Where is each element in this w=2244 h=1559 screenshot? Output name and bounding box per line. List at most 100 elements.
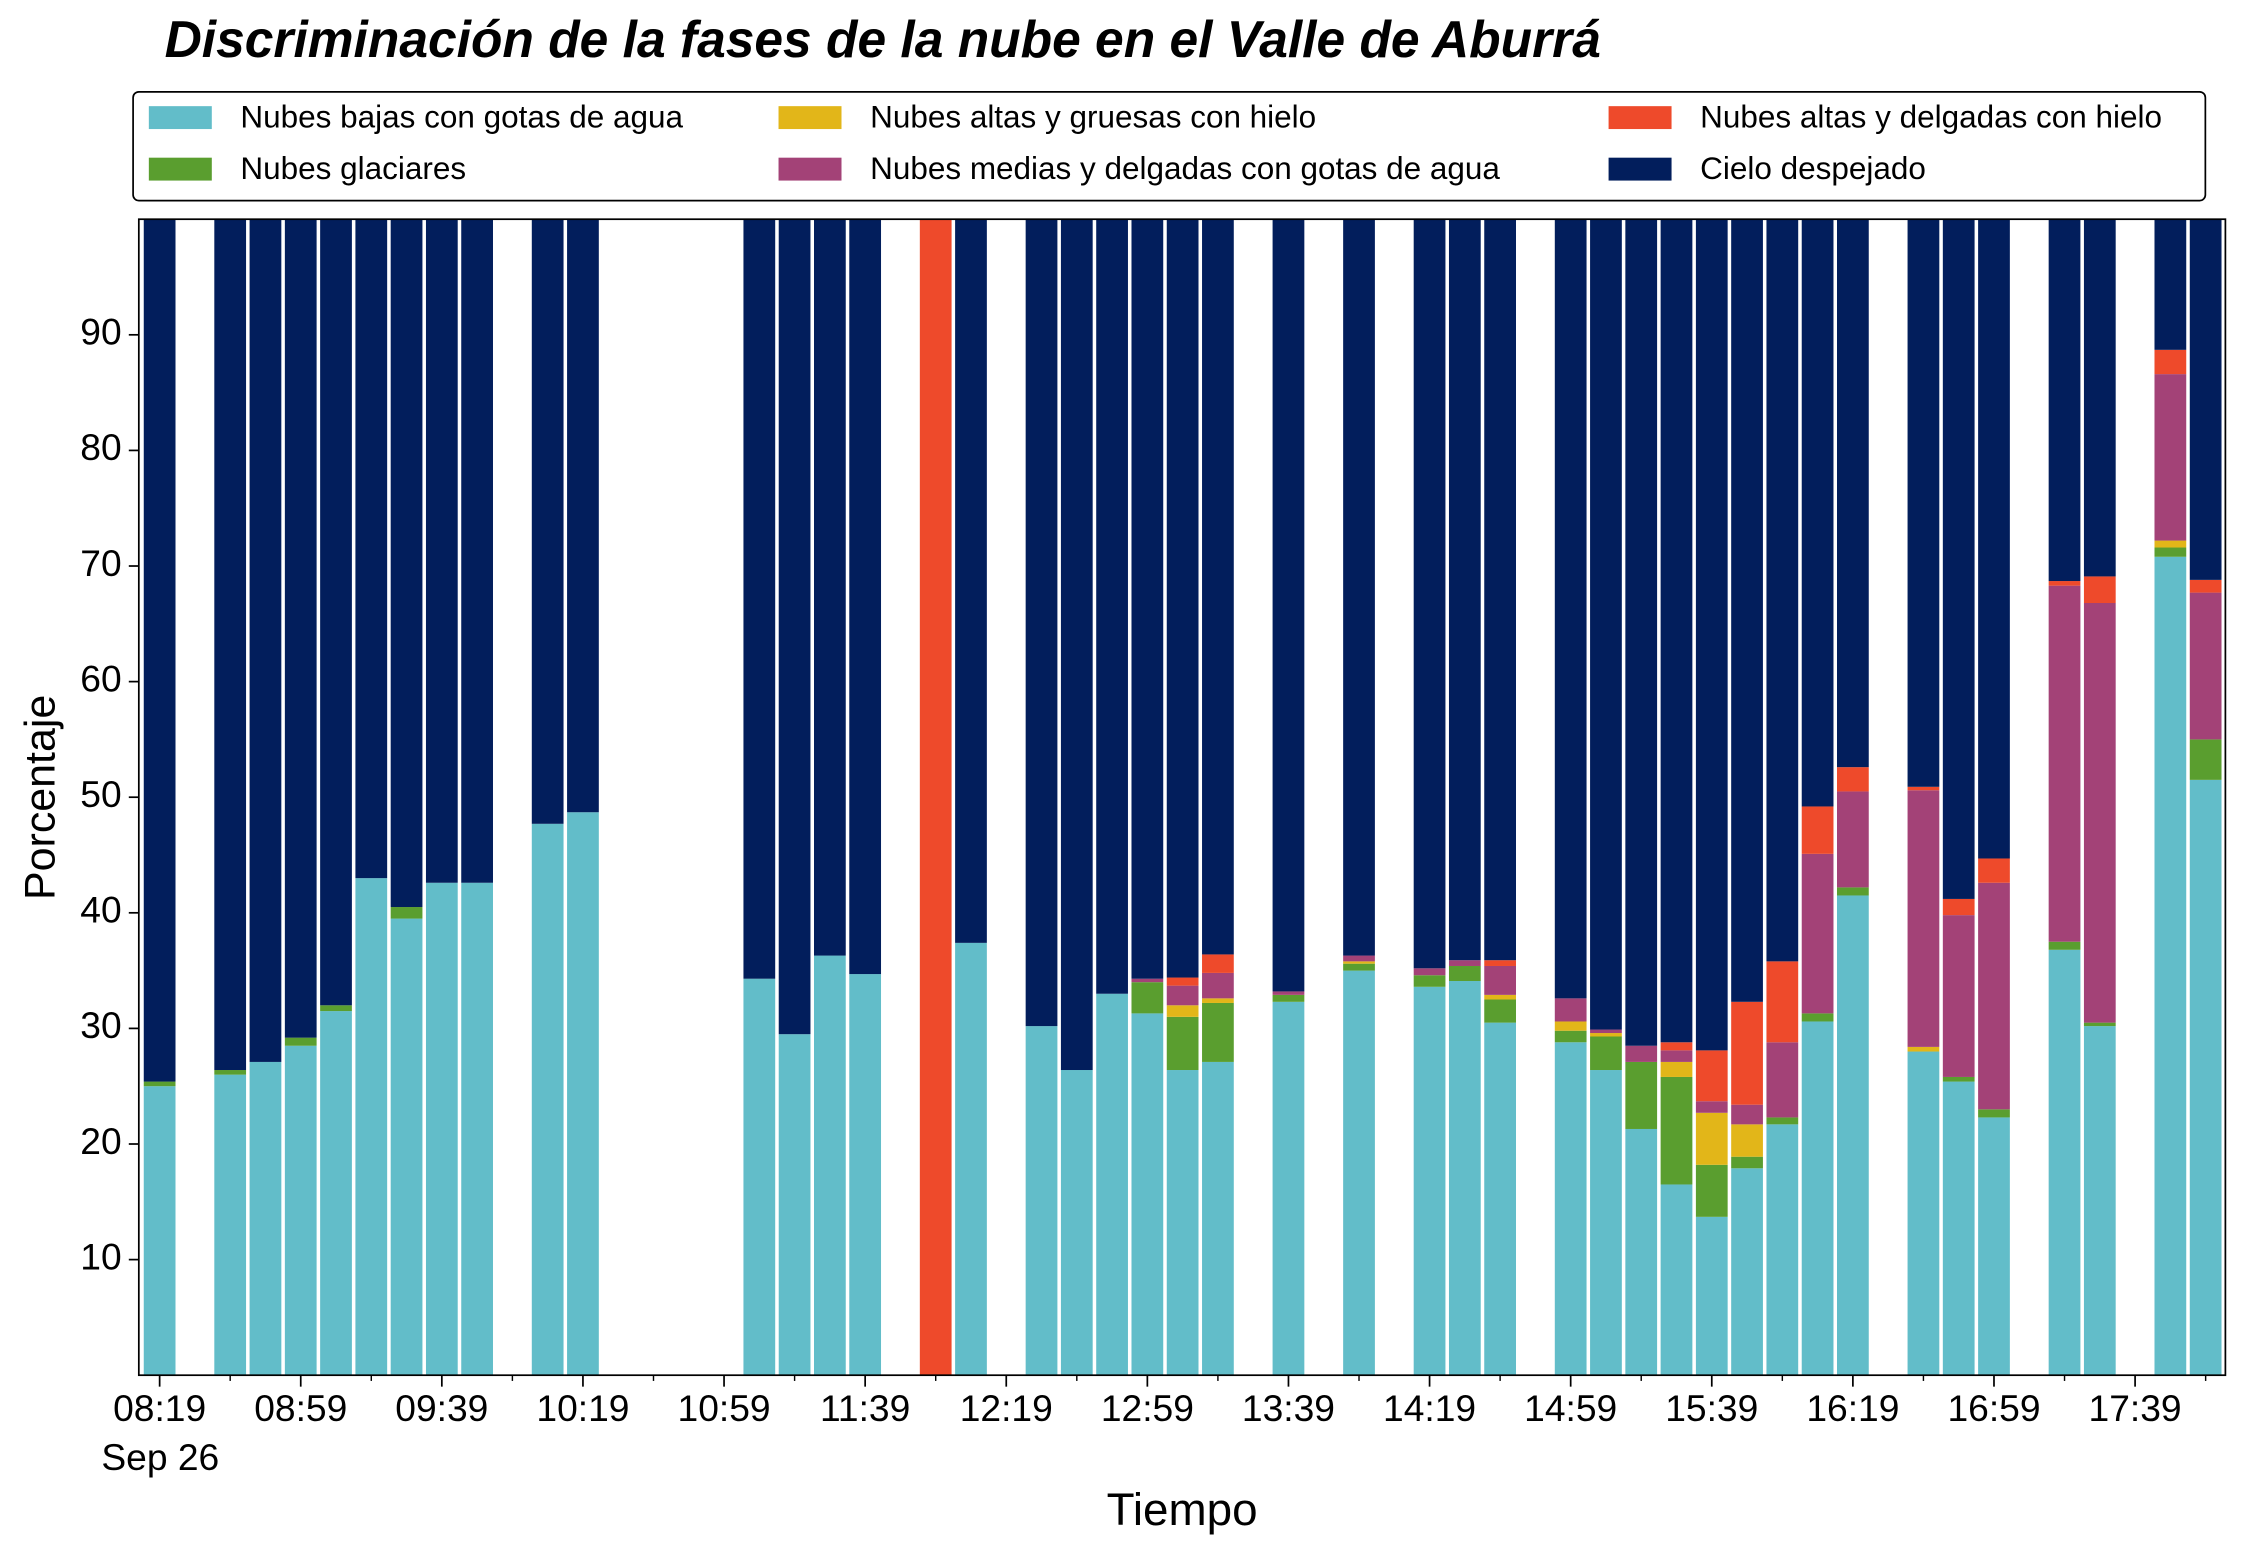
bar-segment	[1695, 1101, 1728, 1113]
bar-segment	[2154, 556, 2187, 1376]
bar-segment	[1343, 961, 1375, 964]
bar-segment	[1837, 895, 1869, 1376]
bar-segment	[2154, 547, 2187, 557]
bar-segment	[2048, 949, 2081, 1376]
bar-segment	[1625, 1045, 1658, 1062]
legend-swatch	[148, 106, 212, 130]
legend-label: Cielo despejado	[1700, 151, 1926, 186]
bar-segment	[2189, 592, 2222, 740]
bar-segment	[320, 219, 352, 1006]
bar-segment	[2154, 349, 2187, 375]
bar-segment	[390, 907, 423, 919]
bar-segment	[778, 1034, 811, 1376]
bar-segment	[2048, 941, 2081, 950]
bar-segment	[567, 219, 599, 813]
bar-segment	[1413, 975, 1446, 987]
x-tick-label: 10:19	[536, 1387, 629, 1429]
bar-segment	[2083, 1026, 2116, 1376]
bar-segment	[1907, 1051, 1940, 1376]
legend-label: Nubes medias y delgadas con gotas de agu…	[870, 151, 1500, 186]
y-tick-label: 40	[80, 889, 121, 931]
x-tick-label: 08:59	[254, 1387, 347, 1429]
bar-segment	[1343, 219, 1375, 956]
y-axis-label: Porcentaje	[16, 695, 64, 900]
y-tick-label: 90	[80, 311, 121, 353]
x-axis-label: Tiempo	[1107, 1484, 1258, 1535]
bar-segment	[320, 1005, 352, 1012]
bar-segment	[1660, 1042, 1693, 1051]
bar-segment	[1837, 791, 1869, 888]
legend-label: Nubes altas y gruesas con hielo	[870, 99, 1316, 134]
legend-swatch	[1608, 157, 1672, 181]
bar-segment	[1343, 963, 1375, 971]
bar-segment	[249, 219, 282, 1062]
bar-segment	[1942, 219, 1975, 899]
bar-segment	[1202, 954, 1234, 973]
bar-segment	[1801, 806, 1834, 854]
bar-segment	[919, 219, 952, 1376]
y-tick-label: 60	[80, 657, 121, 699]
bar-segment	[2189, 579, 2222, 593]
bar-segment	[1166, 1070, 1199, 1376]
bar-segment	[143, 1081, 176, 1087]
x-tick-label: 13:39	[1242, 1387, 1335, 1429]
bar-segment	[461, 219, 493, 883]
bar-segment	[320, 1011, 352, 1376]
bar-segment	[1272, 994, 1305, 1002]
y-tick-label: 70	[80, 542, 121, 584]
bar-segment	[1484, 965, 1516, 995]
x-tick-label: 16:59	[1947, 1387, 2040, 1429]
bar-segment	[2083, 576, 2116, 604]
bar-segment	[2083, 603, 2116, 1023]
y-tick-label: 80	[80, 426, 121, 468]
bar-segment	[2154, 219, 2187, 350]
bar-segment	[1272, 1001, 1305, 1376]
bar-segment	[849, 219, 882, 975]
bar-segment	[1695, 1050, 1728, 1102]
bar-segment	[1590, 1036, 1622, 1071]
bar-segment	[1025, 1026, 1058, 1376]
bar-segment	[1272, 219, 1305, 992]
bar-segment	[2048, 585, 2081, 942]
y-tick-label: 30	[80, 1004, 121, 1046]
bar-segment	[2154, 540, 2187, 548]
bar-segment	[1837, 767, 1869, 792]
bar-segment	[1554, 1042, 1587, 1376]
bar-segment	[1801, 853, 1834, 1014]
bar-segment	[1625, 1061, 1658, 1129]
bar-segment	[2083, 1022, 2116, 1027]
bar-segment	[1731, 1168, 1763, 1376]
bar-segment	[1131, 219, 1164, 979]
bar-segment	[1590, 1029, 1622, 1034]
bar-segment	[1202, 1061, 1234, 1376]
bar-segment	[1978, 882, 2010, 1110]
bar-segment	[1801, 1021, 1834, 1376]
bar-segment	[1202, 219, 1234, 955]
bar-segment	[1660, 219, 1693, 1043]
bar-segment	[284, 219, 317, 1038]
bar-segment	[1448, 965, 1481, 982]
bar-segment	[390, 219, 423, 908]
bar-segment	[1484, 999, 1516, 1023]
bar-segment	[1731, 1104, 1763, 1125]
bar-segment	[1060, 219, 1093, 1071]
bar-segment	[1942, 898, 1975, 916]
bar-segment	[1554, 1030, 1587, 1043]
bar-segment	[1096, 993, 1128, 1376]
bar-segment	[1766, 961, 1799, 1043]
bar-segment	[355, 219, 388, 879]
legend-swatch	[778, 106, 842, 130]
bar-segment	[1695, 1164, 1728, 1217]
bar-segment	[1907, 790, 1940, 1047]
x-tick-label: 14:59	[1524, 1387, 1617, 1429]
bar-segment	[1907, 786, 1940, 791]
bar-segment	[1554, 1021, 1587, 1031]
bar-segment	[1343, 970, 1375, 1376]
bar-segment	[1413, 986, 1446, 1376]
x-tick-label: 16:19	[1806, 1387, 1899, 1429]
bar-segment	[1942, 1081, 1975, 1376]
bar-segment	[1413, 219, 1446, 969]
bar-segment	[1202, 1002, 1234, 1062]
